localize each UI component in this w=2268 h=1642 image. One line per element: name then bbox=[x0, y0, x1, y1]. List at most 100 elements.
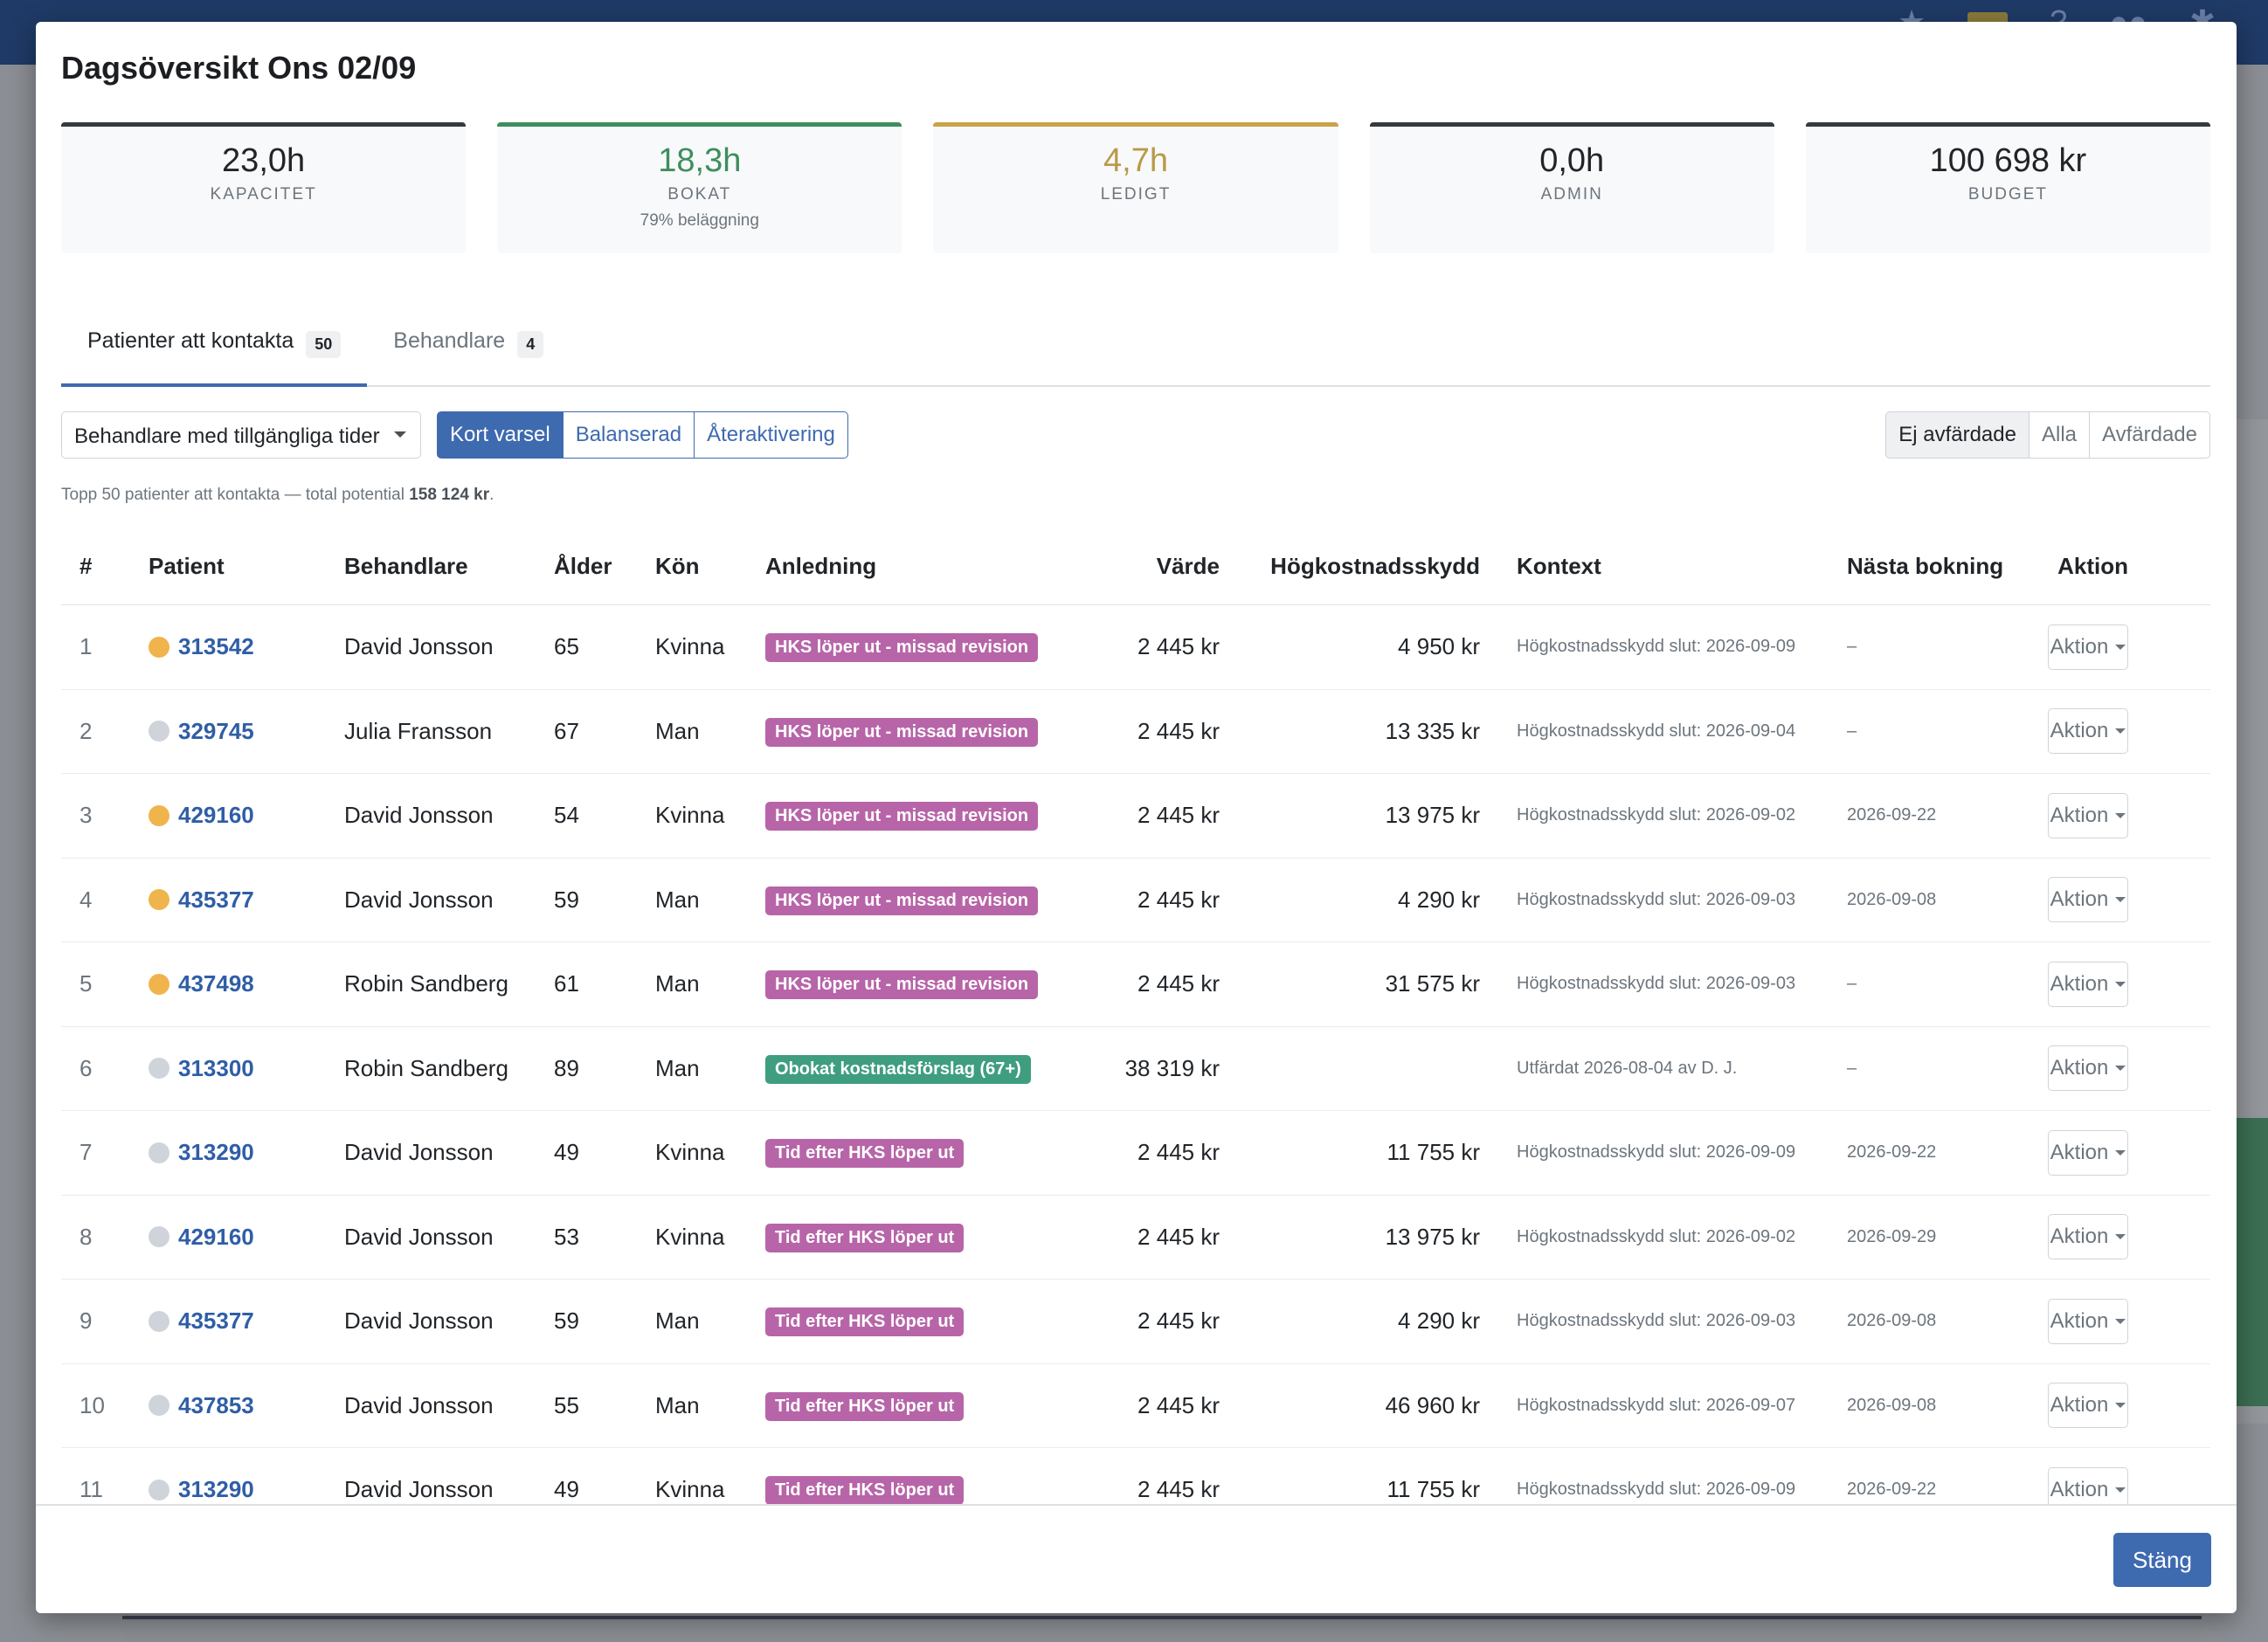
patient-age: 65 bbox=[554, 633, 579, 660]
value-amount: 2 445 kr bbox=[1137, 970, 1220, 997]
action-dropdown-button[interactable]: Aktion bbox=[2048, 1383, 2128, 1429]
patient-id-link[interactable]: 313542 bbox=[178, 633, 254, 660]
summary-suffix: . bbox=[489, 486, 494, 504]
patient-id-link[interactable]: 429160 bbox=[178, 802, 254, 829]
patient-age: 61 bbox=[554, 970, 579, 997]
high-cost-protection-amount: 31 575 kr bbox=[1385, 970, 1480, 997]
chevron-down-icon bbox=[2115, 1487, 2126, 1493]
tab-patients-to-contact[interactable]: Patienter att kontakta 50 bbox=[61, 306, 368, 387]
table-row: 3 429160 David Jonsson 54 Kvinna HKS löper ut… bbox=[61, 774, 2210, 859]
next-booking-date: – bbox=[1847, 974, 1857, 994]
kpi-card-kapacitet: 23,0h KAPACITET bbox=[61, 122, 467, 253]
patient-gender: Kvinna bbox=[655, 633, 725, 660]
summary-prefix: Topp 50 patienter att kontakta — total p… bbox=[61, 486, 410, 504]
kpi-label: ADMIN bbox=[1540, 185, 1603, 204]
reason-cell: HKS löper ut - missad revision bbox=[765, 631, 1071, 663]
patient-id-link[interactable]: 313290 bbox=[178, 1139, 254, 1166]
reason-cell: HKS löper ut - missad revision bbox=[765, 800, 1071, 831]
value-amount: 2 445 kr bbox=[1137, 633, 1220, 660]
action-label: Aktion bbox=[2050, 634, 2109, 659]
patient-id-link[interactable]: 437498 bbox=[178, 970, 254, 997]
patients-table: # Patient Behandlare Ålder Kön Anledning… bbox=[61, 528, 2210, 1533]
patient-id-link[interactable]: 313300 bbox=[178, 1054, 254, 1081]
summary-total: 158 124 kr bbox=[409, 486, 490, 504]
action-label: Aktion bbox=[2050, 1477, 2109, 1501]
mode-button-0[interactable]: Kort varsel bbox=[437, 411, 564, 459]
patient-cell: 313290 bbox=[149, 1476, 344, 1503]
next-booking-date: – bbox=[1847, 1058, 1857, 1078]
action-dropdown-button[interactable]: Aktion bbox=[2048, 961, 2128, 1007]
status-dot-icon bbox=[149, 973, 169, 995]
patient-id-link[interactable]: 429160 bbox=[178, 1223, 254, 1250]
action-dropdown-button[interactable]: Aktion bbox=[2048, 1298, 2128, 1344]
kpi-value: 18,3h bbox=[658, 142, 742, 179]
tab-practitioners[interactable]: Behandlare 4 bbox=[367, 306, 570, 387]
patient-cell: 329745 bbox=[149, 718, 344, 745]
reason-badge: HKS löper ut - missad revision bbox=[765, 717, 1039, 747]
patient-gender: Man bbox=[655, 1391, 700, 1418]
practitioner-name: Robin Sandberg bbox=[344, 1054, 508, 1081]
high-cost-protection-amount: 13 975 kr bbox=[1385, 1223, 1480, 1250]
patient-cell: 435377 bbox=[149, 1307, 344, 1335]
action-dropdown-button[interactable]: Aktion bbox=[2048, 1045, 2128, 1092]
action-cell: Aktion bbox=[2048, 792, 2128, 838]
close-button[interactable]: Stäng bbox=[2113, 1533, 2211, 1587]
status-dot-icon bbox=[149, 1058, 169, 1080]
value-amount: 2 445 kr bbox=[1137, 1476, 1220, 1503]
next-booking-date: 2026-09-08 bbox=[1847, 1395, 1937, 1415]
status-button-0[interactable]: Ej avfärdade bbox=[1885, 411, 2029, 459]
header-context: Kontext bbox=[1517, 553, 1601, 579]
patient-gender: Kvinna bbox=[655, 1223, 725, 1250]
patient-id-link[interactable]: 437853 bbox=[178, 1391, 254, 1418]
high-cost-protection-amount: 13 975 kr bbox=[1385, 802, 1480, 829]
modal-title: Dagsöversikt Ons 02/09 bbox=[61, 50, 417, 86]
action-dropdown-button[interactable]: Aktion bbox=[2048, 792, 2128, 838]
table-row: 8 429160 David Jonsson 53 Kvinna Tid efter HK… bbox=[61, 1196, 2210, 1280]
action-cell: Aktion bbox=[2048, 624, 2128, 670]
action-label: Aktion bbox=[2050, 719, 2109, 743]
action-dropdown-button[interactable]: Aktion bbox=[2048, 877, 2128, 923]
kpi-card-admin: 0,0h ADMIN bbox=[1369, 122, 1774, 253]
action-dropdown-button[interactable]: Aktion bbox=[2048, 624, 2128, 670]
table-row: 2 329745 Julia Fransson 67 Man HKS löper ut -… bbox=[61, 690, 2210, 774]
patient-id-link[interactable]: 313290 bbox=[178, 1476, 254, 1503]
row-number: 6 bbox=[80, 1054, 93, 1081]
row-number: 2 bbox=[80, 717, 93, 744]
action-label: Aktion bbox=[2050, 1140, 2109, 1164]
next-booking-date: – bbox=[1847, 721, 1857, 741]
reason-cell: HKS löper ut - missad revision bbox=[765, 969, 1071, 1000]
mode-button-2[interactable]: Återaktivering bbox=[695, 411, 848, 459]
reason-cell: Tid efter HKS löper ut bbox=[765, 1222, 1071, 1252]
practitioner-filter-select[interactable]: Behandlare med tillgängliga tider bbox=[61, 411, 421, 459]
kpi-label: KAPACITET bbox=[210, 185, 317, 204]
patient-id-link[interactable]: 435377 bbox=[178, 886, 254, 913]
tab-count-badge: 4 bbox=[517, 331, 544, 358]
reason-badge: HKS löper ut - missad revision bbox=[765, 886, 1039, 915]
mode-button-1[interactable]: Balanserad bbox=[563, 411, 695, 459]
action-dropdown-button[interactable]: Aktion bbox=[2048, 1214, 2128, 1260]
action-dropdown-button[interactable]: Aktion bbox=[2048, 708, 2128, 755]
reason-badge: Tid efter HKS löper ut bbox=[765, 1307, 965, 1337]
status-button-2[interactable]: Avfärdade bbox=[2090, 411, 2210, 459]
action-cell: Aktion bbox=[2048, 877, 2128, 923]
patient-id-link[interactable]: 435377 bbox=[178, 1307, 254, 1335]
patient-id-link[interactable]: 329745 bbox=[178, 717, 254, 744]
value-amount: 2 445 kr bbox=[1137, 802, 1220, 829]
kpi-label: BOKAT bbox=[667, 185, 732, 204]
chevron-down-icon bbox=[2115, 981, 2126, 987]
status-button-1[interactable]: Alla bbox=[2029, 411, 2091, 459]
filter-controls: Behandlare med tillgängliga tider Kort v… bbox=[61, 411, 2210, 459]
table-row: 7 313290 David Jonsson 49 Kvinna Tid efter HK… bbox=[61, 1111, 2210, 1196]
action-dropdown-button[interactable]: Aktion bbox=[2048, 1129, 2128, 1176]
chevron-down-icon bbox=[394, 431, 406, 438]
action-label: Aktion bbox=[2050, 1308, 2109, 1333]
header-patient: Patient bbox=[149, 553, 225, 579]
practitioner-name: David Jonsson bbox=[344, 802, 494, 829]
practitioner-name: David Jonsson bbox=[344, 886, 494, 913]
action-label: Aktion bbox=[2050, 803, 2109, 827]
table-row: 5 437498 Robin Sandberg 61 Man HKS löper ut -… bbox=[61, 942, 2210, 1027]
tab-label: Behandlare bbox=[393, 328, 506, 353]
high-cost-protection-amount: 11 755 kr bbox=[1386, 1139, 1480, 1166]
action-cell: Aktion bbox=[2048, 961, 2128, 1007]
patient-cell: 435377 bbox=[149, 887, 344, 914]
